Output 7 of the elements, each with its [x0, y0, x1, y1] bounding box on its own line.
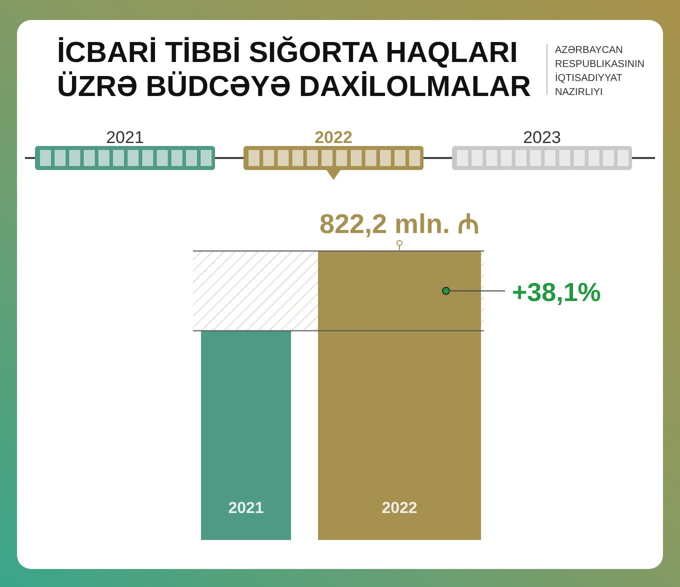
text: 2021 — [106, 128, 144, 147]
text: AZƏRBAYCAN RESPUBLIKASININ İQTISADIYYAT NAZIRLIYI — [555, 45, 644, 98]
band-label: +38,1% — [512, 276, 601, 307]
text: 2023 — [523, 128, 561, 147]
chart-title: İCBARİ TİBBİ SIĞORTA HAQLARI ÜZRƏ BÜDCƏYƏ DAXİLOLMALAR — [57, 36, 532, 103]
text: 2022 — [314, 128, 352, 147]
data-label: 822,2 mln. ₼ — [319, 209, 480, 239]
